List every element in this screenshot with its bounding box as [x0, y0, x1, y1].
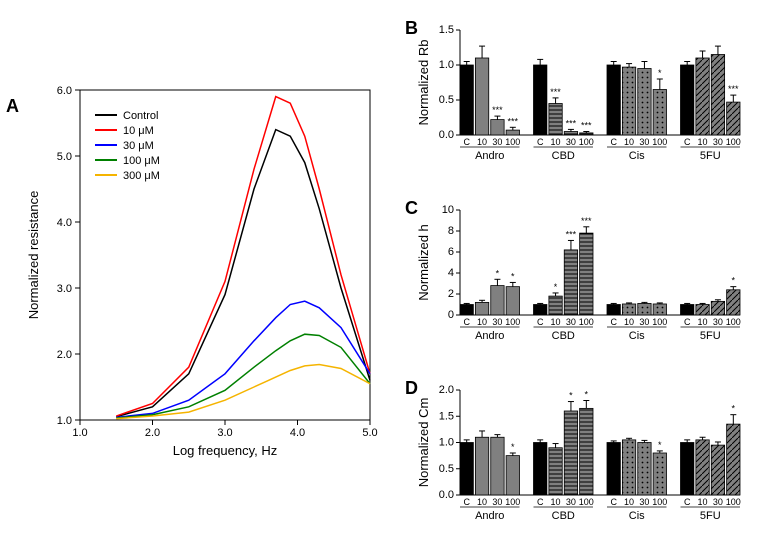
- bar: [475, 437, 488, 495]
- svg-text:5FU: 5FU: [700, 510, 721, 522]
- bar: [638, 443, 651, 496]
- svg-text:2.0: 2.0: [439, 384, 454, 396]
- svg-text:Andro: Andro: [475, 510, 504, 522]
- bar: [460, 443, 473, 496]
- bar: [727, 424, 740, 495]
- svg-text:*: *: [585, 390, 589, 400]
- svg-text:30: 30: [492, 497, 502, 507]
- bar: [711, 445, 724, 495]
- svg-text:10: 10: [624, 497, 634, 507]
- svg-text:0.5: 0.5: [439, 463, 454, 475]
- svg-text:100: 100: [579, 497, 594, 507]
- svg-text:100: 100: [505, 497, 520, 507]
- bar: [549, 448, 562, 495]
- bar: [534, 443, 547, 496]
- svg-text:C: C: [684, 497, 691, 507]
- bar: [696, 440, 709, 495]
- bar: [491, 437, 504, 495]
- bar: [564, 411, 577, 495]
- svg-text:*: *: [511, 442, 515, 452]
- svg-text:10: 10: [698, 497, 708, 507]
- svg-text:30: 30: [713, 497, 723, 507]
- svg-text:*: *: [732, 404, 736, 414]
- svg-text:Normalized Cm: Normalized Cm: [416, 398, 431, 488]
- bar-chart-d: 0.00.51.01.52.0Normalized CmC1030*100And…: [0, 0, 760, 541]
- svg-text:1.5: 1.5: [439, 410, 454, 422]
- bar: [580, 408, 593, 495]
- svg-text:CBD: CBD: [552, 510, 575, 522]
- bar: [506, 456, 519, 495]
- svg-text:10: 10: [477, 497, 487, 507]
- svg-text:C: C: [463, 497, 470, 507]
- svg-text:1.0: 1.0: [439, 437, 454, 449]
- svg-text:10: 10: [551, 497, 561, 507]
- svg-text:Cis: Cis: [629, 510, 645, 522]
- bar: [653, 453, 666, 495]
- svg-text:30: 30: [639, 497, 649, 507]
- svg-text:C: C: [537, 497, 544, 507]
- svg-text:*: *: [658, 440, 662, 450]
- svg-text:30: 30: [566, 497, 576, 507]
- bar: [607, 443, 620, 496]
- svg-text:*: *: [569, 391, 573, 401]
- bar: [681, 443, 694, 496]
- svg-text:100: 100: [652, 497, 667, 507]
- bar: [622, 440, 635, 495]
- svg-text:0.0: 0.0: [439, 489, 454, 501]
- svg-text:100: 100: [726, 497, 741, 507]
- svg-text:C: C: [610, 497, 617, 507]
